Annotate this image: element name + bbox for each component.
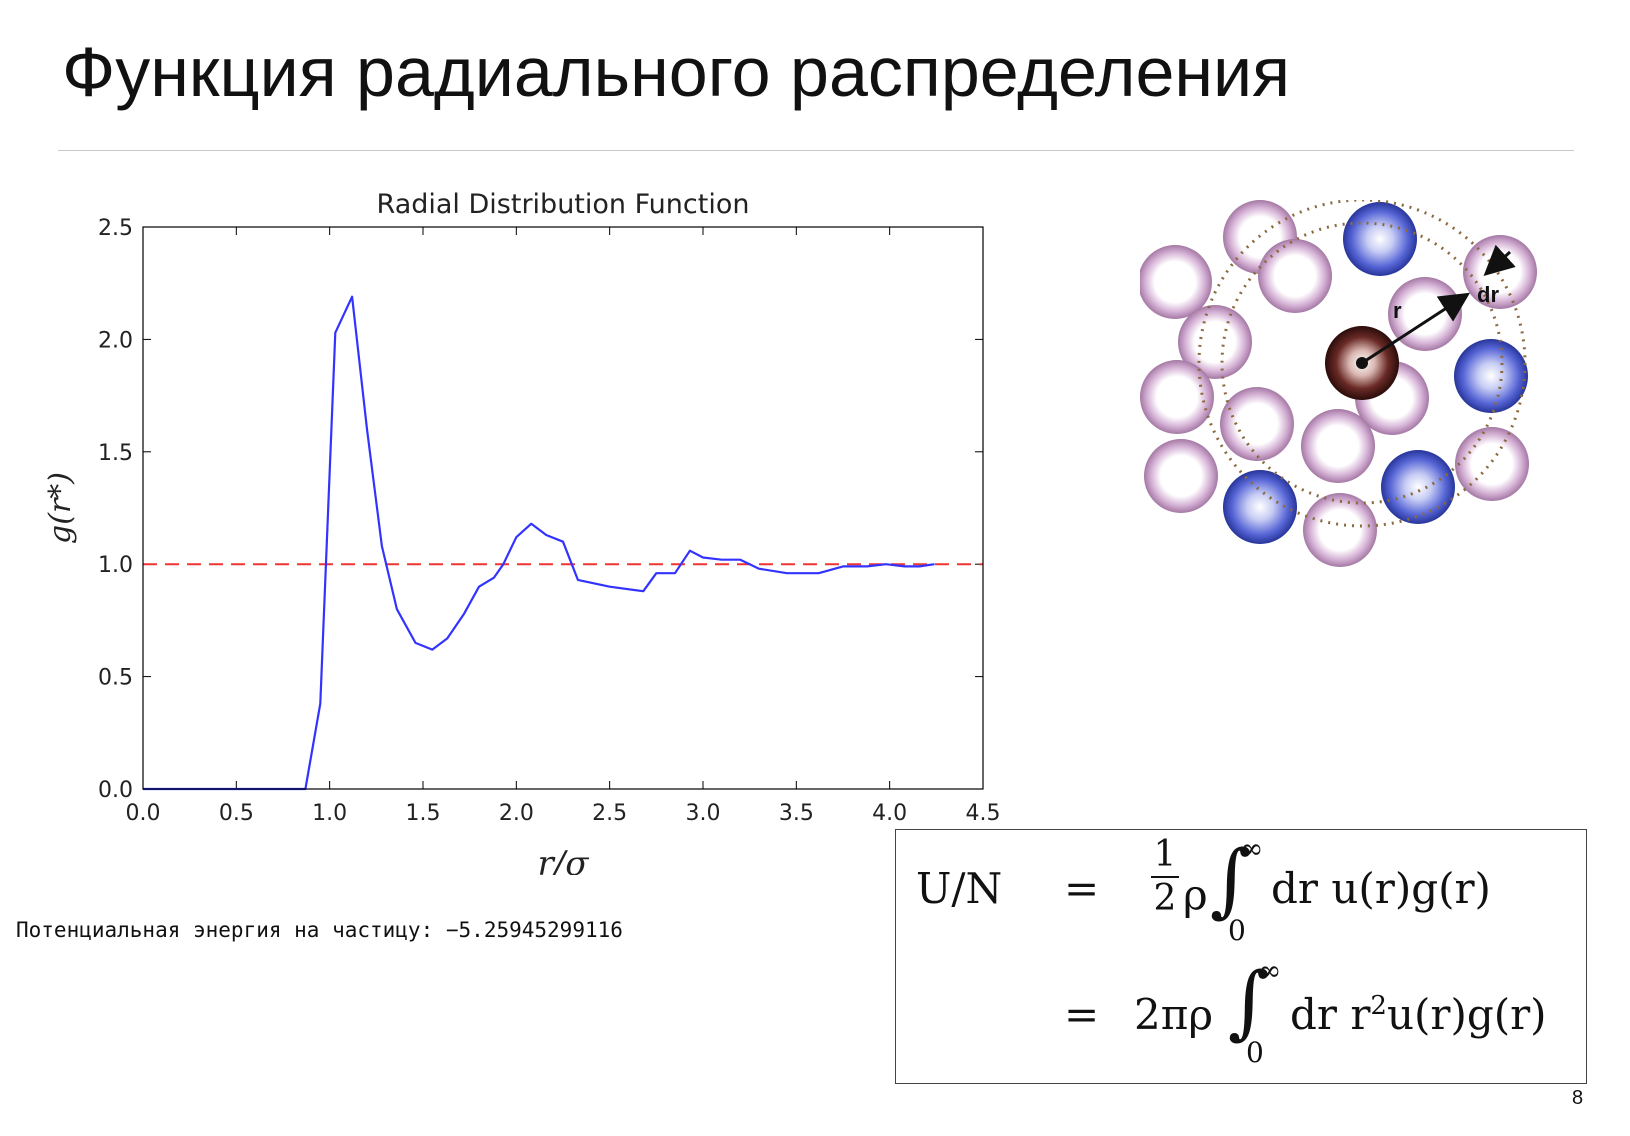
purple-particle [1140,360,1214,434]
inner-shell-circle [1220,221,1504,505]
radius-label: r [1393,298,1402,323]
y-tick-label: 1.5 [98,441,133,466]
page-number: 8 [1572,1087,1584,1109]
y-tick-label: 0.0 [98,778,133,803]
x-tick-label: 2.0 [499,801,534,826]
blue-particle [1223,470,1297,544]
slide-title: Функция радиального распределения [62,33,1291,111]
integral-sign-2: ∫ [1228,955,1270,1048]
purple-particle [1303,493,1377,567]
particles-group [1140,200,1537,567]
energy-label: Потенциальная энергия на частицу: [16,918,434,942]
y-axis-label: g(r*) [43,472,78,544]
x-tick-label: 2.5 [592,801,627,826]
energy-value: −5.25945299116 [445,918,623,942]
integral-sign-1: ∫ [1210,833,1252,926]
formula-equals-2: = [1064,990,1100,1039]
integral-2-lower: 0 [1246,1036,1264,1069]
formula-fraction: 1 2 [1151,836,1179,918]
x-tick-label: 4.0 [872,801,907,826]
purple-particle [1144,439,1218,513]
purple-particle [1258,239,1332,313]
fraction-denominator: 2 [1153,878,1177,919]
dr-arrow [1483,244,1516,277]
formula-integrand-2: dr r2u(r)g(r) [1290,990,1547,1039]
integral-1-lower: 0 [1228,914,1246,947]
integrand-2-pre: dr r [1290,990,1371,1039]
x-tick-label: 1.0 [312,801,347,826]
x-tick-label: 0.0 [126,801,161,826]
x-tick-label: 3.0 [686,801,721,826]
fraction-bar [1151,876,1179,878]
purple-particle [1140,245,1212,319]
radius-arrow [1361,292,1471,365]
y-tick-label: 0.5 [98,666,133,691]
coordination-shell-diagram: r dr [1140,200,1537,567]
integrand-2-exponent: 2 [1370,991,1387,1021]
formula-lhs: U/N [916,864,1003,913]
formula-two-pi-rho: 2πρ [1134,990,1214,1039]
blue-particle [1343,202,1417,276]
plot-frame [142,226,984,790]
y-tick-label: 1.0 [98,553,133,578]
purple-particle [1301,409,1375,483]
rdf-series-line [143,295,935,791]
y-tick-label: 2.0 [98,328,133,353]
title-divider [58,150,1574,151]
integral-2-upper: ∞ [1258,954,1282,987]
integral-1-upper: ∞ [1240,832,1264,865]
x-tick-label: 1.5 [406,801,441,826]
purple-particle [1178,305,1252,379]
chart-title: Radial Distribution Function [377,189,750,220]
outer-shell-circle [1197,200,1527,528]
x-axis-label: r/σ [538,844,590,875]
fraction-numerator: 1 [1153,834,1177,875]
center-dot [1356,357,1368,369]
energy-formula-box: U/N = 1 2 ρ ∫ ∞ 0 dr u(r)g(r) = 2πρ ∫ ∞ … [895,829,1587,1084]
purple-particle [1463,235,1537,309]
x-tick-label: 3.5 [779,801,814,826]
formula-integrand-1: dr u(r)g(r) [1271,864,1491,913]
blue-particle [1454,339,1528,413]
formula-equals-1: = [1064,864,1100,913]
purple-particle [1220,387,1294,461]
rdf-chart: Radial Distribution Function 0.0 0.5 1.0 1.5… [43,189,1001,875]
purple-particle [1455,427,1529,501]
formula-rho: ρ [1183,870,1208,919]
energy-readout: Потенциальная энергия на частицу: −5.259… [16,918,623,942]
integrand-2-post: u(r)g(r) [1386,990,1547,1039]
y-tick-label: 2.5 [98,216,133,241]
x-tick-label: 4.5 [966,801,1001,826]
blue-particle [1381,450,1455,524]
x-tick-label: 0.5 [219,801,254,826]
shell-label: dr [1477,282,1499,307]
